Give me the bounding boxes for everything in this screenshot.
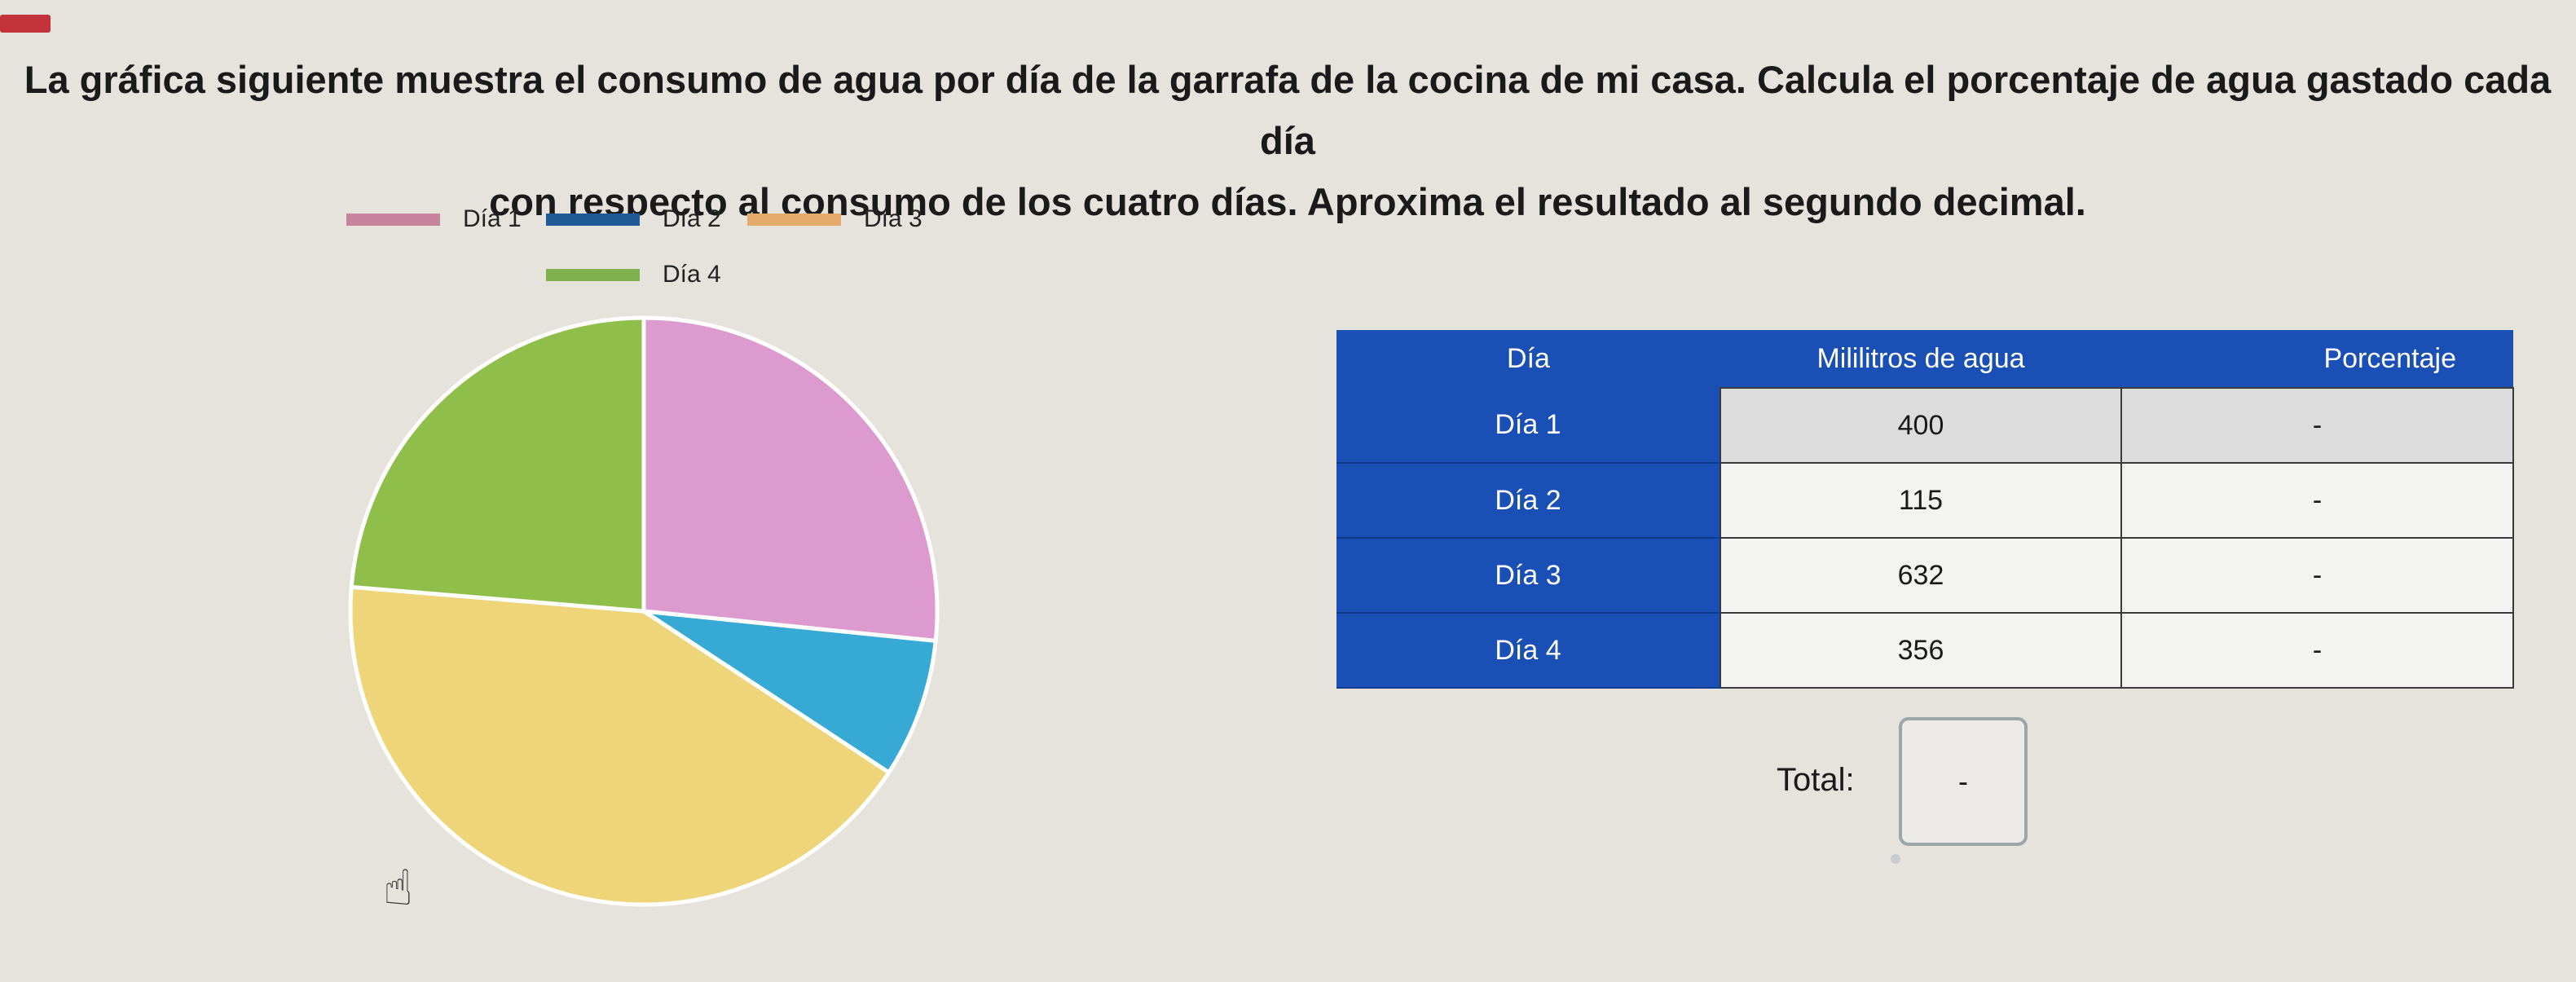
legend-label: Día 4 xyxy=(663,261,721,288)
question-text: La gráfica siguiente muestra el consumo … xyxy=(16,49,2559,232)
header-porcentaje: Porcentaje xyxy=(2121,330,2513,388)
pie-slice-d-a-4 xyxy=(349,315,646,614)
pie-slice-d-a-2 xyxy=(642,609,938,776)
header-dia: Día xyxy=(1336,330,1720,388)
legend-swatch xyxy=(546,213,640,226)
table-row: Día 3 632 - xyxy=(1336,537,2514,614)
cell-day: Día 1 xyxy=(1336,388,1720,464)
legend-item-dia-4: Día 4 xyxy=(546,261,721,288)
cell-day: Día 4 xyxy=(1336,613,1720,689)
legend-swatch xyxy=(546,268,640,281)
data-table: Día Mililitros de agua Porcentaje Día 1 … xyxy=(1336,330,2514,689)
pie-slice-d-a-1 xyxy=(641,315,940,644)
cell-ml: 400 xyxy=(1720,387,2122,464)
cell-pct-input[interactable]: - xyxy=(2120,537,2514,614)
question-line-1: La gráfica siguiente muestra el consumo … xyxy=(24,58,2552,162)
cell-ml: 356 xyxy=(1720,612,2122,689)
cell-pct-input[interactable]: - xyxy=(2120,387,2514,464)
total-label: Total: xyxy=(1777,762,1855,798)
top-marker xyxy=(0,15,51,33)
hand-cursor-icon: ☝ xyxy=(383,861,413,915)
cell-ml: 115 xyxy=(1720,462,2122,539)
table-row: Día 4 356 - xyxy=(1336,612,2514,689)
table-row: Día 1 400 - xyxy=(1336,387,2514,464)
legend-label: Día 3 xyxy=(864,205,923,232)
dot-indicator xyxy=(1891,854,1900,864)
legend-item-dia-3: Día 3 xyxy=(747,205,923,233)
table-header-row: Día Mililitros de agua Porcentaje xyxy=(1336,330,2513,388)
cell-pct-input[interactable]: - xyxy=(2120,462,2514,539)
cell-day: Día 2 xyxy=(1336,463,1720,539)
legend-swatch xyxy=(747,213,841,226)
table-row: Día 2 115 - xyxy=(1336,462,2514,539)
legend-item-dia-1: Día 1 xyxy=(346,205,522,233)
legend-label: Día 2 xyxy=(663,205,721,232)
header-mililitros: Mililitros de agua xyxy=(1720,330,2121,388)
legend-swatch xyxy=(346,213,440,226)
cell-ml: 632 xyxy=(1720,537,2122,614)
total-input[interactable]: - xyxy=(1899,717,2028,846)
cell-day: Día 3 xyxy=(1336,538,1720,614)
pie-chart xyxy=(348,315,940,907)
legend-label: Día 1 xyxy=(463,205,522,232)
cell-pct-input[interactable]: - xyxy=(2120,612,2514,689)
pie-slice-d-a-3 xyxy=(348,584,892,907)
legend-item-dia-2: Día 2 xyxy=(546,205,721,233)
